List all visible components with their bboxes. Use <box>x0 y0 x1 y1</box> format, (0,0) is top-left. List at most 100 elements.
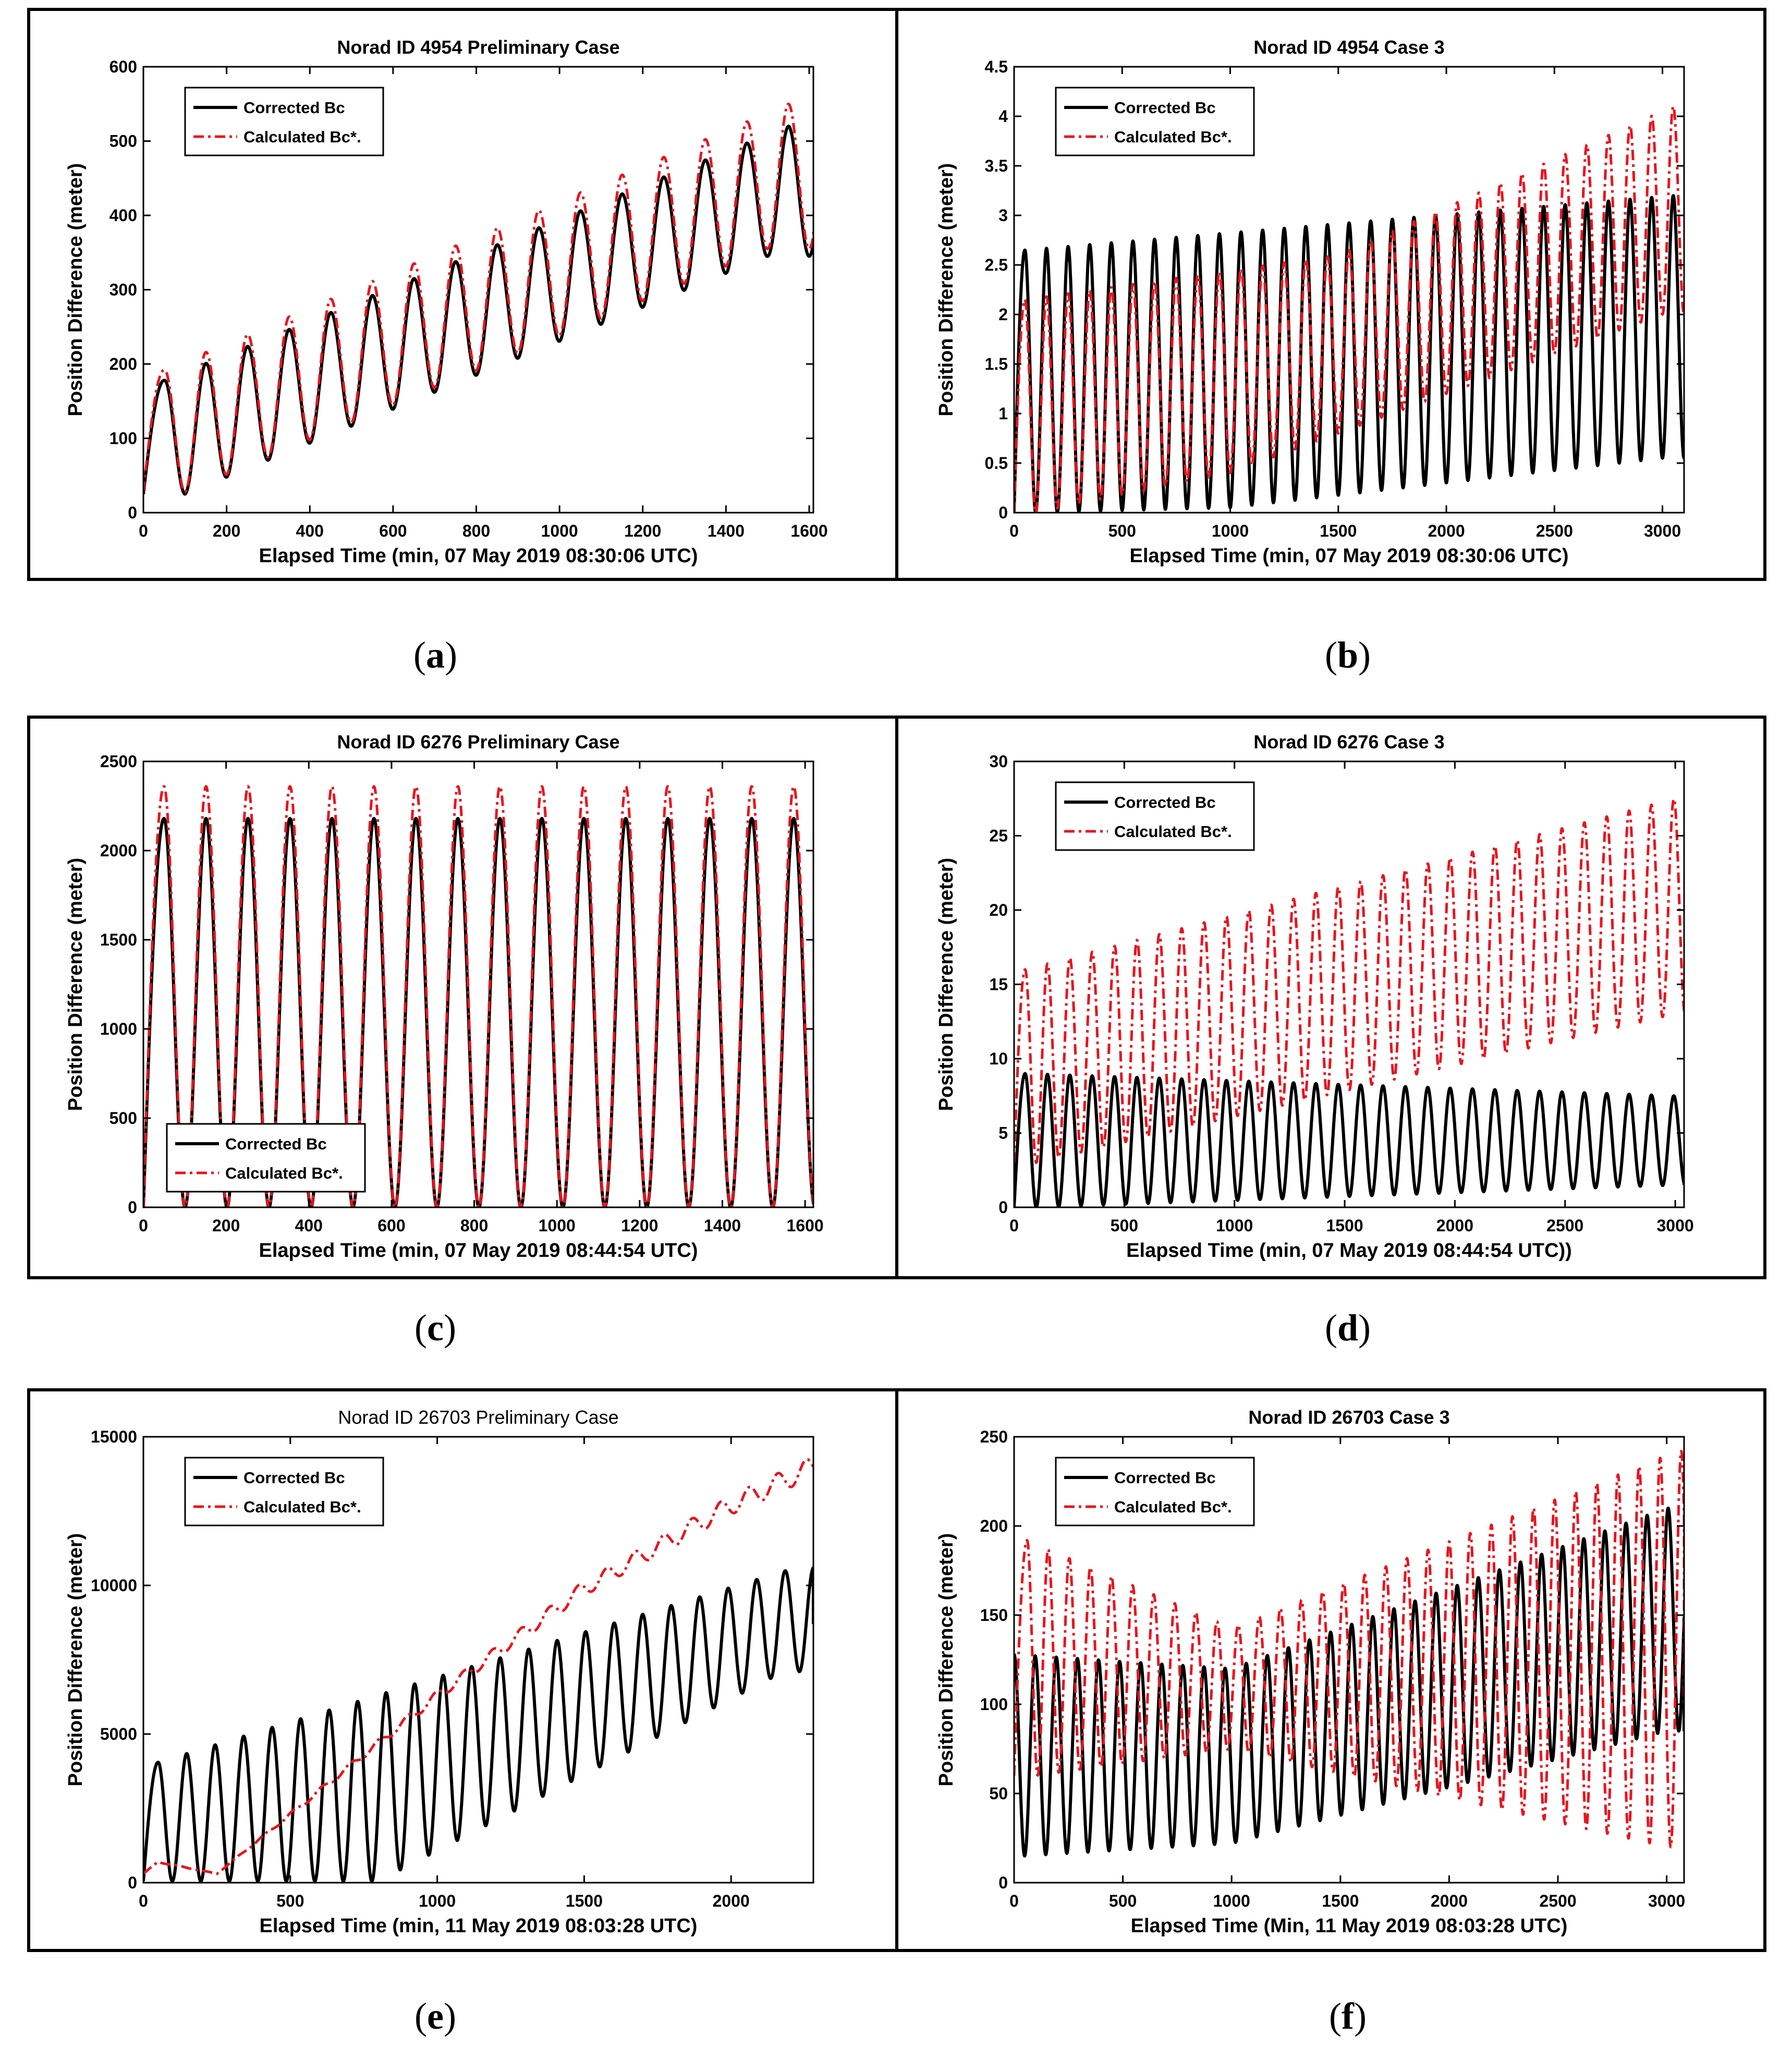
x-tick-label: 500 <box>1111 1216 1138 1235</box>
panel-label-c: (c) <box>415 1307 456 1349</box>
x-tick-label: 200 <box>213 522 240 540</box>
x-tick-label: 2000 <box>1428 522 1465 540</box>
x-tick-label: 1500 <box>1320 522 1357 540</box>
chart-title: Norad ID 4954 Case 3 <box>1253 37 1444 58</box>
series-line-calculated-bc <box>143 102 813 493</box>
legend-entry: Calculated Bc*. <box>1114 128 1232 146</box>
y-tick-label: 250 <box>980 1427 1008 1446</box>
legend-entry: Calculated Bc*. <box>1114 822 1232 841</box>
y-tick-label: 10000 <box>91 1576 137 1595</box>
series-line-calculated-bc <box>1014 797 1684 1164</box>
y-tick-label: 3.5 <box>985 156 1008 175</box>
x-tick-label: 2500 <box>1539 1892 1576 1910</box>
x-tick-label: 2000 <box>1436 1216 1473 1235</box>
y-tick-label: 4 <box>998 107 1008 126</box>
x-tick-label: 1000 <box>539 1216 576 1235</box>
panel-label-f: (f) <box>1329 1995 1367 2037</box>
y-tick-label: 2500 <box>100 752 137 771</box>
x-tick-label: 0 <box>139 522 148 540</box>
x-tick-label: 500 <box>1108 522 1136 540</box>
y-tick-label: 150 <box>980 1606 1008 1625</box>
x-tick-label: 0 <box>139 1216 148 1235</box>
legend-box <box>184 87 384 156</box>
legend-entry: Corrected Bc <box>1114 1469 1216 1487</box>
y-tick-label: 400 <box>109 206 137 225</box>
x-tick-label: 0 <box>1009 522 1019 540</box>
x-tick-label: 1000 <box>1216 1216 1253 1235</box>
x-axis-label: Elapsed Time (min, 07 May 2019 08:30:06 … <box>1130 545 1569 567</box>
y-tick-label: 15 <box>989 975 1008 994</box>
y-tick-label: 100 <box>980 1695 1008 1714</box>
x-tick-label: 1500 <box>1322 1892 1359 1910</box>
chart-title: Norad ID 6276 Case 3 <box>1253 731 1444 753</box>
y-axis-label: Position Difference (meter) <box>935 1533 957 1787</box>
legend: Corrected Bc Calculated Bc*. <box>1055 87 1255 156</box>
chart-panel-d: Norad ID 6276 Case 3 0 500 1000 1500 2000 2500… <box>895 716 1766 1279</box>
y-tick-label: 25 <box>989 827 1008 845</box>
x-tick-label: 400 <box>296 522 324 540</box>
y-tick-label: 600 <box>109 57 137 76</box>
x-tick-label: 1000 <box>1212 522 1249 540</box>
legend-entry: Corrected Bc <box>225 1135 327 1153</box>
y-tick-label: 50 <box>989 1784 1008 1803</box>
y-tick-label: 1500 <box>100 930 137 949</box>
x-tick-label: 1600 <box>790 522 827 540</box>
y-tick-label: 0 <box>128 1198 137 1217</box>
x-tick-label: 200 <box>212 1216 240 1235</box>
plot-area <box>142 1436 814 1884</box>
y-axis-label: Position Difference (meter) <box>935 858 957 1111</box>
series-line-calculated-bc <box>1014 1450 1684 1849</box>
y-tick-label: 0.5 <box>985 454 1008 472</box>
legend: Corrected Bc Calculated Bc*. <box>184 87 384 156</box>
x-tick-label: 400 <box>295 1216 323 1235</box>
y-tick-label: 1 <box>998 404 1008 423</box>
y-axis-label: Position Difference (meter) <box>65 163 87 417</box>
y-axis-label: Position Difference (meter) <box>65 858 87 1111</box>
x-tick-label: 1600 <box>787 1216 824 1235</box>
legend-entry: Calculated Bc*. <box>1114 1498 1232 1516</box>
x-tick-label: 0 <box>1009 1216 1019 1235</box>
chart-title: Norad ID 6276 Preliminary Case <box>337 731 619 753</box>
plot-area <box>1013 66 1685 514</box>
chart-panel-c: Norad ID 6276 Preliminary Case 0 200 400 600… <box>27 716 898 1279</box>
y-tick-label: 2000 <box>100 841 137 860</box>
y-tick-label: 100 <box>109 429 137 448</box>
y-tick-label: 0 <box>128 1873 137 1892</box>
y-tick-label: 5 <box>998 1124 1008 1143</box>
x-tick-label: 2000 <box>713 1892 750 1910</box>
y-tick-label: 1000 <box>100 1020 137 1038</box>
legend-entry: Corrected Bc <box>1114 99 1216 117</box>
series-line-corrected-bc <box>1014 1072 1684 1207</box>
y-axis-label: Position Difference (meter) <box>65 1533 87 1787</box>
x-tick-label: 0 <box>1009 1892 1019 1910</box>
y-tick-label: 10 <box>989 1049 1008 1068</box>
x-axis-label: Elapsed Time (min, 07 May 2019 08:30:06 … <box>259 545 698 567</box>
y-tick-label: 500 <box>109 1109 137 1128</box>
legend: Corrected Bc Calculated Bc*. <box>1055 781 1255 851</box>
legend-entry: Corrected Bc <box>243 1469 345 1487</box>
legend-box <box>184 1457 384 1526</box>
x-tick-label: 1500 <box>1326 1216 1363 1235</box>
y-tick-label: 0 <box>998 503 1008 522</box>
x-tick-label: 3000 <box>1656 1216 1693 1235</box>
x-axis-label: Elapsed Time (Min, 11 May 2019 08:03:28 … <box>1131 1915 1568 1937</box>
x-tick-label: 500 <box>276 1892 304 1910</box>
x-axis-label: Elapsed Time (min, 07 May 2019 08:44:54 … <box>1126 1240 1572 1262</box>
x-tick-label: 800 <box>460 1216 488 1235</box>
y-tick-label: 0 <box>998 1873 1008 1892</box>
panel-label-e: (e) <box>415 1995 456 2037</box>
legend-box <box>1055 781 1255 851</box>
x-tick-label: 600 <box>377 1216 405 1235</box>
x-tick-label: 3000 <box>1648 1892 1685 1910</box>
y-tick-label: 30 <box>989 752 1008 771</box>
y-tick-label: 15000 <box>91 1427 137 1446</box>
legend-box <box>1055 1457 1255 1526</box>
series-line-corrected-bc <box>1014 194 1684 513</box>
y-tick-label: 1.5 <box>985 355 1008 373</box>
y-tick-label: 20 <box>989 901 1008 919</box>
series-line-corrected-bc <box>143 1566 813 1883</box>
legend-entry: Calculated Bc*. <box>225 1164 343 1182</box>
panel-label-d: (d) <box>1324 1307 1371 1349</box>
panel-label-a: (a) <box>413 634 457 676</box>
